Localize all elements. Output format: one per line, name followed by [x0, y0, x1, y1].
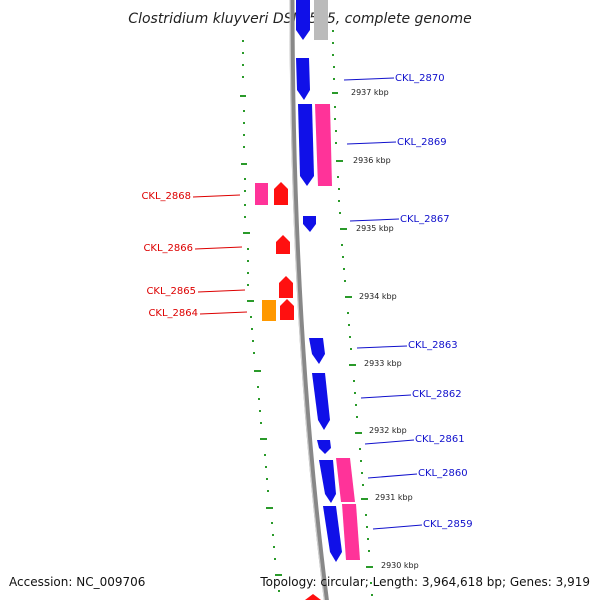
kbp-label: 2934 kbp: [359, 292, 397, 301]
cds-arrow[interactable]: [319, 460, 336, 503]
cds-arrow-reverse[interactable]: [279, 276, 293, 298]
kbp-label: 2937 kbp: [351, 88, 389, 97]
genome-backbone: [289, 0, 329, 600]
left-gene-callouts: [192, 194, 248, 315]
cds-arrow[interactable]: [312, 373, 330, 430]
gene-label-right[interactable]: CKL_2862: [412, 389, 462, 400]
gene-label-right[interactable]: CKL_2869: [397, 137, 447, 148]
cds-arrow[interactable]: [309, 338, 325, 364]
cds-arrow[interactable]: [296, 0, 310, 40]
pink-feature[interactable]: [336, 458, 355, 502]
pink-feature[interactable]: [342, 504, 360, 560]
gene-label-right[interactable]: CKL_2867: [400, 214, 450, 225]
kbp-label: 2932 kbp: [369, 426, 407, 435]
pink-feature[interactable]: [315, 104, 332, 186]
cds-arrow[interactable]: [303, 216, 316, 232]
orange-feature[interactable]: [262, 300, 276, 321]
topology-text: Topology: circular; Length: 3,964,618 bp…: [259, 575, 590, 589]
kbp-label: 2936 kbp: [353, 156, 391, 165]
gene-label-left[interactable]: CKL_2865: [146, 286, 196, 297]
cds-arrow-reverse[interactable]: [280, 299, 294, 320]
kbp-label: 2935 kbp: [356, 224, 394, 233]
genome-backbone-highlight: [289, 0, 325, 600]
accession-text: Accession: NC_009706: [9, 575, 145, 589]
gene-label-left[interactable]: CKL_2866: [143, 243, 193, 254]
kbp-label: 2930 kbp: [381, 561, 419, 570]
gc-track-left: [240, 40, 282, 592]
right-gene-callouts: [343, 77, 423, 530]
gene-label-right[interactable]: CKL_2861: [415, 434, 465, 445]
cds-arrow-reverse[interactable]: [276, 235, 290, 254]
kbp-label: 2931 kbp: [375, 493, 413, 502]
cds-arrow[interactable]: [298, 104, 314, 186]
gene-label-right[interactable]: CKL_2860: [418, 468, 468, 479]
gene-label-right[interactable]: CKL_2859: [423, 519, 473, 530]
kbp-label: 2933 kbp: [364, 359, 402, 368]
gene-label-left[interactable]: CKL_2864: [148, 308, 198, 319]
grey-feature[interactable]: [314, 0, 328, 40]
gene-label-right[interactable]: CKL_2870: [395, 73, 445, 84]
cds-arrow[interactable]: [296, 58, 310, 100]
gene-label-right[interactable]: CKL_2863: [408, 340, 458, 351]
cds-arrow-reverse[interactable]: [274, 182, 288, 205]
pink-feature[interactable]: [255, 183, 268, 205]
gc-track-right: [332, 30, 373, 596]
cds-arrow[interactable]: [317, 440, 331, 454]
cds-arrow-reverse[interactable]: [305, 594, 321, 600]
cds-arrow[interactable]: [323, 506, 342, 562]
gene-label-left[interactable]: CKL_2868: [141, 191, 191, 202]
